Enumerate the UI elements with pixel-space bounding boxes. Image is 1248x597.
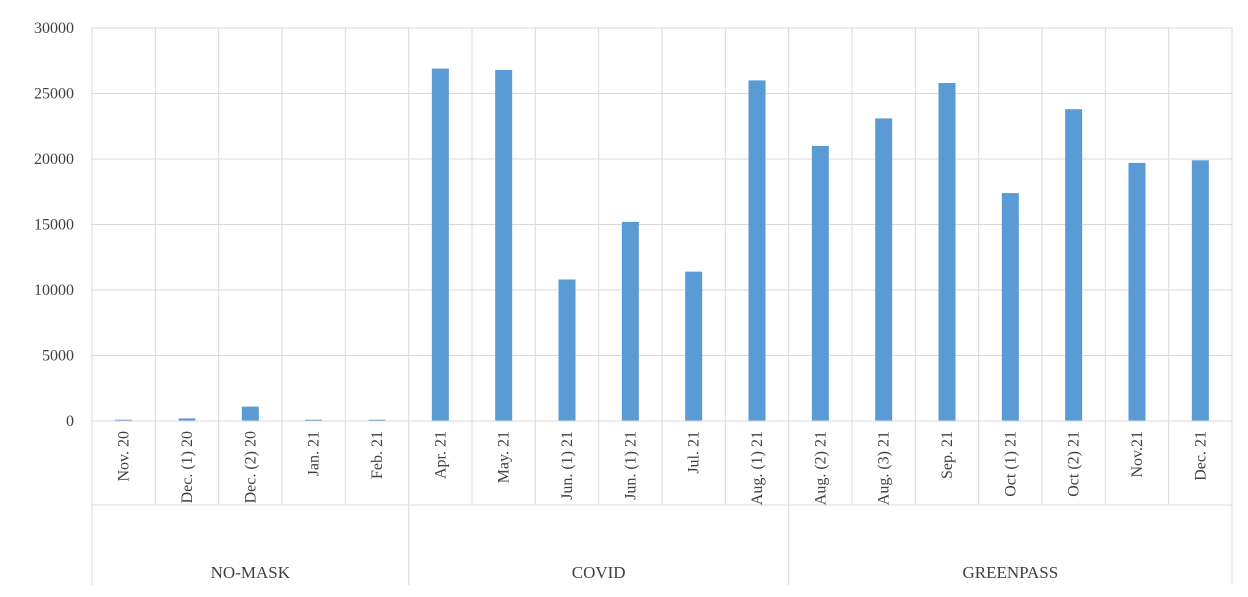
x-tick-label: Aug. (2) 21 [812, 431, 829, 505]
labels: 0 5000 10000 15000 20000 25000 30000 Nov. 20 Dec… [34, 20, 1209, 582]
x-tick-label: Dec. (2) 20 [242, 431, 259, 503]
bar [431, 68, 449, 422]
x-tick-label: Dec. 21 [1192, 431, 1209, 481]
bar [115, 419, 133, 421]
x-tick-label: Jun. (1) 21 [622, 431, 639, 500]
x-tick-label: Oct (1) 21 [1002, 431, 1019, 497]
x-tick-label: Aug. (3) 21 [876, 431, 893, 505]
bar [368, 419, 386, 421]
y-tick-label: 5000 [42, 348, 74, 365]
x-tick-label: Dec. (1) 20 [179, 431, 196, 503]
bar [1065, 109, 1083, 421]
x-tick-label: Nov.21 [1129, 431, 1146, 478]
x-tick-label: Feb. 21 [369, 431, 386, 479]
x-tick-label: Sep. 21 [939, 431, 956, 479]
bar [241, 406, 259, 421]
bar [621, 221, 639, 421]
y-tick-label: 15000 [34, 217, 74, 234]
x-tick-label: Nov. 20 [116, 431, 133, 482]
x-tick-label: May. 21 [496, 431, 513, 483]
x-tick-label: Aug. (1) 21 [749, 431, 766, 505]
bars [115, 68, 1209, 422]
bar [178, 418, 196, 421]
gridlines [91, 27, 1233, 422]
y-tick-label: 20000 [34, 151, 74, 168]
axes [91, 420, 1233, 585]
bar [1128, 162, 1146, 421]
bar [811, 145, 829, 421]
bar [685, 271, 703, 421]
bar [558, 279, 576, 421]
x-tick-label: Jan. 21 [306, 431, 323, 476]
bar [495, 69, 513, 422]
bar [1001, 193, 1019, 421]
x-tick-label: Apr. 21 [432, 431, 449, 479]
y-tick-label: 10000 [34, 282, 74, 299]
y-tick-label: 0 [66, 413, 74, 430]
group-label: COVID [572, 563, 626, 582]
x-tick-label: Oct (2) 21 [1066, 431, 1083, 497]
x-tick-label: Jun. (1) 21 [559, 431, 576, 500]
bar [875, 118, 893, 421]
y-tick-label: 30000 [34, 20, 74, 37]
bar [1191, 160, 1209, 421]
y-tick-label: 25000 [34, 86, 74, 103]
bar [305, 419, 323, 421]
bar [748, 80, 766, 422]
x-tick-label: Jul. 21 [686, 431, 703, 474]
group-label: GREENPASS [962, 563, 1058, 582]
group-label: NO-MASK [211, 563, 291, 582]
bar [938, 83, 956, 422]
